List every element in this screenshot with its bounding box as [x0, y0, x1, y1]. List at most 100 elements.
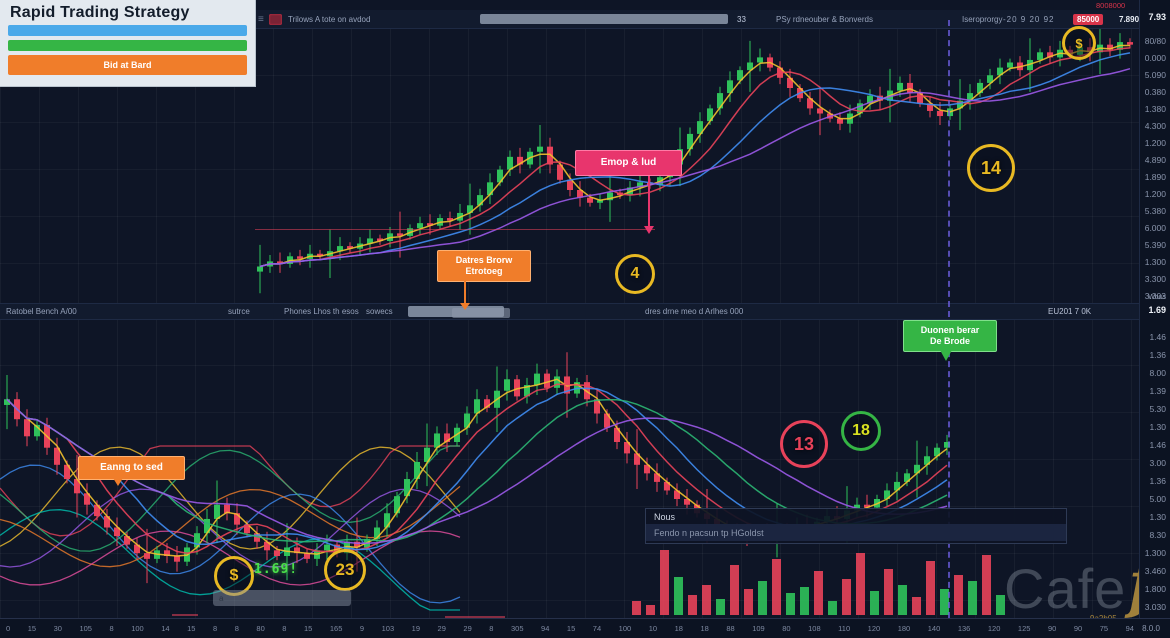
- time-tick: 80: [256, 624, 265, 633]
- time-tick: 109: [752, 624, 765, 633]
- toolbar-value: 33: [737, 14, 746, 24]
- time-tick: 18: [700, 624, 709, 633]
- price-label: 3.300: [1144, 274, 1166, 284]
- price-label: 5.30: [1149, 404, 1166, 414]
- price-label: 1.890: [1144, 172, 1166, 182]
- time-tick: 15: [187, 624, 196, 633]
- mid-pill-2[interactable]: [452, 308, 510, 318]
- mid-center-label[interactable]: sutrce: [228, 307, 250, 316]
- orange-arrowhead-icon: [460, 303, 470, 310]
- time-tick: 8: [109, 624, 114, 633]
- circle-marker-13[interactable]: 13: [780, 420, 828, 468]
- axis-mid-label: Wous: [1148, 294, 1166, 301]
- time-tick: 14: [161, 624, 170, 633]
- time-tick: 103: [381, 624, 395, 633]
- price-flag-text: 1.69!: [254, 562, 299, 577]
- price-axis[interactable]: 7.93 80/80 0.000 5.090 0.380 1.380 4.300 1.200…: [1139, 0, 1170, 620]
- annotation-green-label[interactable]: Duonen berar De Brode: [903, 320, 997, 352]
- toolbar-right-text[interactable]: PSy rdneouber & Bonverds: [776, 14, 873, 24]
- time-tick: 305: [510, 624, 524, 633]
- time-tick: 100: [618, 624, 632, 633]
- green-pin-icon: [940, 350, 952, 361]
- orange2-pin-icon: [113, 478, 123, 486]
- red-squiggle: [445, 616, 505, 618]
- toolbar-right-text2[interactable]: Iseroprorgy: [962, 14, 1003, 24]
- price-label: 1.30: [1149, 512, 1166, 522]
- price-label: 1.36: [1149, 476, 1166, 486]
- price-label: 1.46: [1149, 440, 1166, 450]
- candlestick-chart-top: [257, 28, 1133, 294]
- price-label: 8.00: [1149, 368, 1166, 378]
- time-tick: 8: [282, 624, 287, 633]
- annotation-orange-label[interactable]: Datres Brorw Etrotoeg: [437, 250, 531, 282]
- time-tick: 165: [329, 624, 343, 633]
- time-tick: 30: [53, 624, 62, 633]
- time-tick: 90: [1047, 624, 1057, 633]
- price-label: 80/80: [1144, 36, 1166, 46]
- mid-center-text[interactable]: Phones Lhos th esos: [284, 307, 359, 316]
- green-status-badge: [262, 304, 278, 319]
- annotation-pink-label[interactable]: Emop & lud: [575, 150, 682, 176]
- price-label: 5.00: [1149, 494, 1166, 504]
- mid-center-text2[interactable]: sowecs: [366, 307, 393, 316]
- vertical-dashed-line[interactable]: [948, 20, 950, 618]
- hamburger-icon[interactable]: ≡: [258, 13, 264, 25]
- mid-right-text: dres drne meo d Arlhes 000: [645, 307, 744, 316]
- top-toolbar[interactable]: ≡ Trilows A tote on avdod 33 PSy rdneoub…: [255, 10, 1140, 29]
- mini-input[interactable]: a: [213, 590, 351, 606]
- strategy-bar-2[interactable]: Bid at Bard: [8, 55, 247, 75]
- time-tick: 140: [927, 624, 941, 633]
- time-tick: 105: [79, 624, 92, 633]
- toolbar-stats: -20 9 20 92: [1003, 14, 1055, 24]
- dollar-circle-icon[interactable]: $: [214, 556, 254, 596]
- time-tick: 94: [1125, 624, 1134, 633]
- mid-toolbar[interactable]: Ratobel Bench A/00 sutrce Phones Lhos th…: [0, 303, 1140, 320]
- time-tick: 9: [359, 624, 365, 633]
- strategy-bar-0[interactable]: [8, 25, 247, 36]
- time-axis[interactable]: 0 15 30 105 8 100 14 15 8 8 80 8 15 165 9 103 19 29 29 8 305…: [0, 618, 1170, 638]
- symbol-text[interactable]: Trilows A tote on avdod: [288, 14, 371, 24]
- pink-arrowhead-icon: [644, 226, 654, 234]
- circle-marker-23[interactable]: 23: [324, 549, 366, 591]
- news-panel-title: Nous: [654, 511, 676, 522]
- orange-arrow-line: [464, 281, 466, 305]
- time-tick: 180: [897, 624, 911, 633]
- circle-marker-18[interactable]: 18: [841, 411, 881, 451]
- time-tick: 100: [131, 624, 144, 633]
- price-label: 1.36: [1149, 350, 1166, 360]
- strategy-card: Rapid Trading Strategy Bid at Bard: [0, 0, 256, 87]
- time-tick: 19: [411, 624, 420, 633]
- price-label: 3.460: [1144, 566, 1166, 576]
- red-tick-marks: [172, 614, 198, 616]
- price-label: 8.30: [1149, 530, 1166, 540]
- dollar-circle-top-icon[interactable]: $: [1062, 26, 1096, 60]
- time-tick: 10: [648, 624, 658, 633]
- price-label: 5.090: [1144, 70, 1166, 80]
- time-tick: 29: [437, 624, 446, 633]
- circle-marker-4[interactable]: 4: [615, 254, 655, 294]
- time-tick: 108: [808, 624, 821, 633]
- news-panel[interactable]: Nous Fendo n pacsun tp HGoldst: [645, 508, 1067, 544]
- annotation-orange2-label[interactable]: Eanng to sed: [78, 456, 185, 480]
- price-label: 1.200: [1144, 189, 1166, 199]
- time-ticks: 0 15 30 105 8 100 14 15 8 8 80 8 15 165 9 103 19 29 29 8 305…: [0, 624, 1134, 633]
- strategy-bar-1[interactable]: [8, 40, 247, 51]
- progress-bar[interactable]: [480, 14, 728, 24]
- price-label: 3.030: [1144, 602, 1166, 612]
- time-tick: 8: [234, 624, 239, 633]
- time-tick: 125: [1017, 624, 1031, 633]
- axis-top-price: 7.93: [1148, 12, 1166, 22]
- circle-marker-14[interactable]: 14: [967, 144, 1015, 192]
- axis-corner-value: 8.0.0: [1142, 624, 1160, 633]
- price-label: 1.300: [1144, 548, 1166, 558]
- alert-badge[interactable]: 85000: [1073, 10, 1104, 28]
- pink-arrow-line: [648, 176, 650, 226]
- time-tick: 136: [957, 624, 971, 633]
- news-row[interactable]: Fendo n pacsun tp HGoldst: [646, 524, 1066, 541]
- price-label: 1.800: [1144, 584, 1166, 594]
- time-tick: 0: [6, 624, 11, 633]
- time-tick: 120: [987, 624, 1001, 633]
- price-label: 4.890: [1144, 155, 1166, 165]
- time-tick: 29: [463, 624, 472, 633]
